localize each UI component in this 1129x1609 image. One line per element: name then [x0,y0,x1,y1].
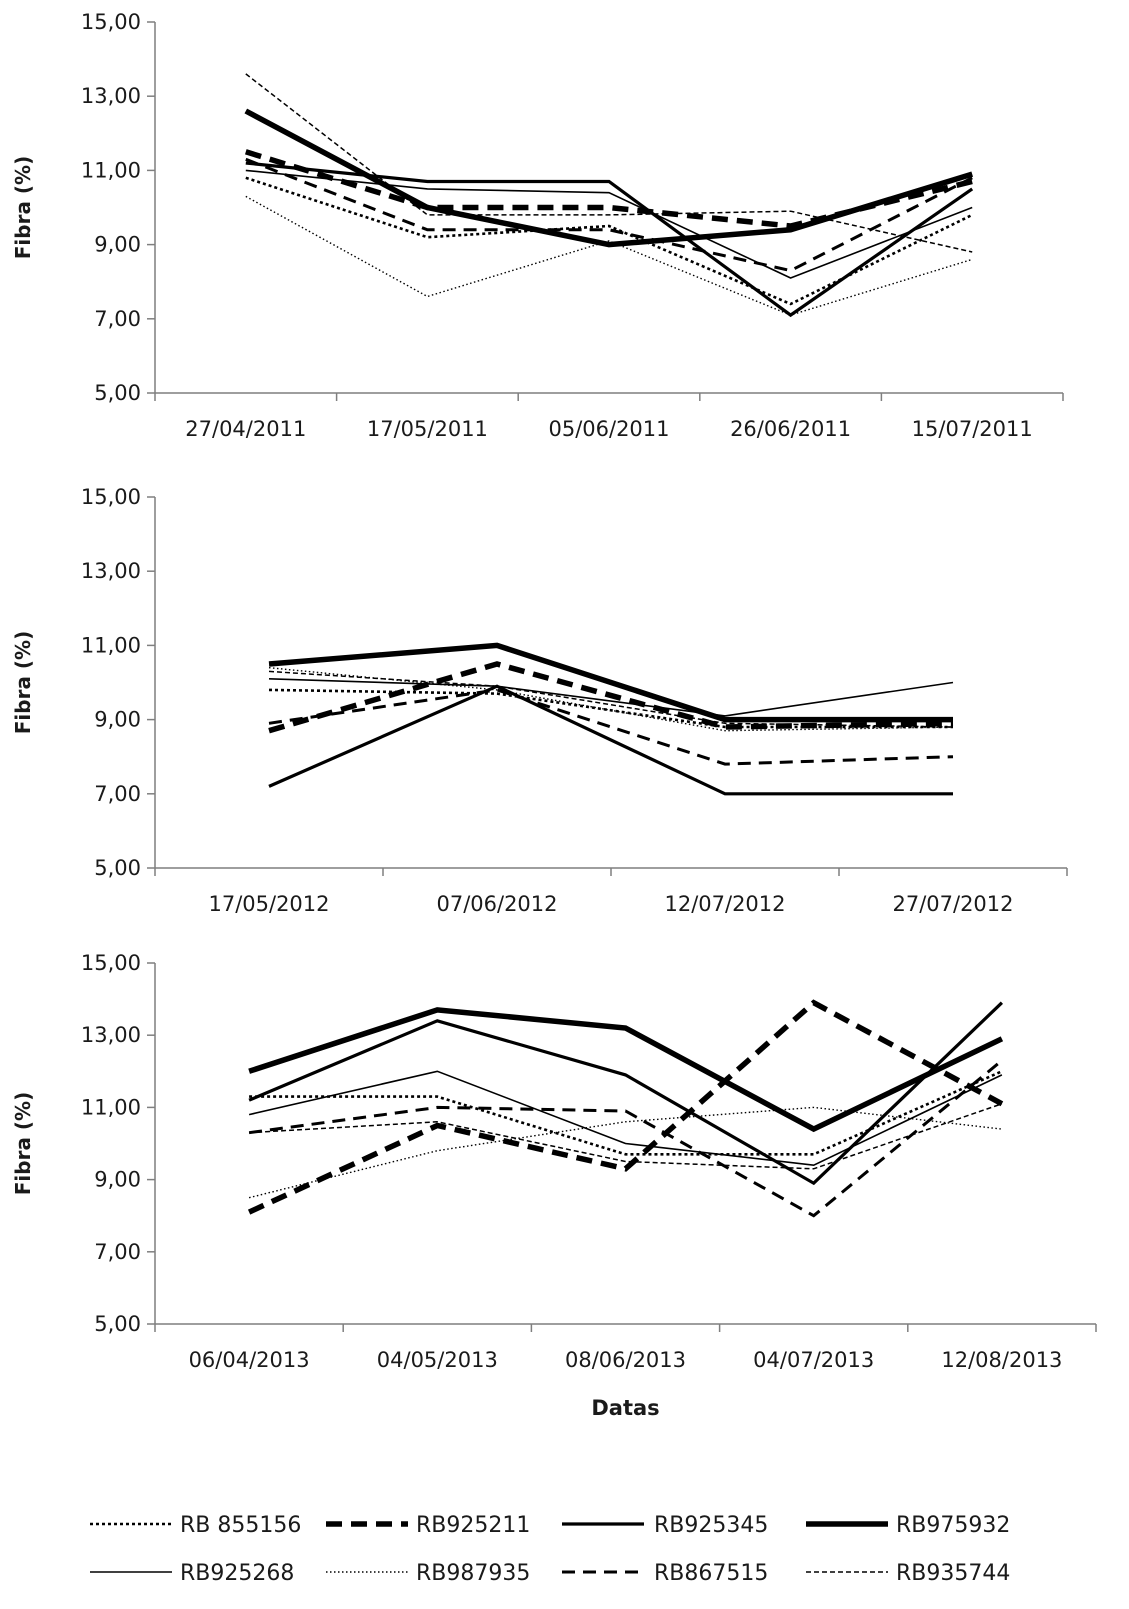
x-tick-label: 07/06/2012 [436,892,557,916]
x-tick-label: 08/06/2013 [565,1348,686,1372]
series-line-rb925268 [248,1070,1003,1167]
y-tick-label: 11,00 [81,158,141,182]
series-line-rb867515 [268,688,954,766]
x-tick-label: 12/08/2013 [941,1348,1062,1372]
legend-label: RB925345 [654,1513,768,1538]
series-line-rb925345 [268,684,953,796]
chart-panel-1: 5,00 7,00 9,00 11,00 13,00 15,00 27/04/2011 17/… [11,10,1064,441]
legend-label: RB925268 [180,1561,294,1586]
series-line-rb987935 [245,195,973,316]
series-line-rb925211 [244,149,973,229]
legend-label: RB 855156 [180,1513,301,1538]
legend-label: RB925211 [416,1513,530,1538]
series-line-rb975932 [268,642,953,723]
x-tick-label: 17/05/2011 [367,417,488,441]
y-tick-label: 9,00 [94,233,141,257]
y-axis-label: Fibra (%) [11,631,35,734]
series-line-rb867515 [245,157,973,273]
y-tick-label: 9,00 [94,1168,141,1192]
legend-label: RB975932 [896,1513,1010,1538]
series-line-rb987935 [268,667,954,732]
y-tick-label: 13,00 [81,1023,141,1047]
series-line-rb925268 [245,169,973,279]
x-tick-label: 15/07/2011 [912,417,1033,441]
y-tick-label: 15,00 [81,951,141,975]
y-tick-label: 11,00 [81,1095,141,1119]
y-tick-label: 15,00 [81,485,141,509]
legend-label: RB935744 [896,1561,1010,1586]
series-line-rb925345 [248,1001,1004,1186]
series-line-rb935744 [268,670,954,728]
y-tick-label: 9,00 [94,708,141,732]
y-tick-label: 15,00 [81,10,141,34]
y-tick-label: 5,00 [94,1312,141,1336]
y-axis-label: Fibra (%) [11,156,35,259]
series-line-rb935744 [245,73,973,253]
x-tick-label: 26/06/2011 [730,417,851,441]
series-line-rb987935 [248,1106,1002,1199]
series-line-rb855156 [249,1070,1003,1156]
series-line-rb867515 [248,1059,1003,1218]
chart-panel-2: 5,00 7,00 9,00 11,00 13,00 15,00 17/05/2012 07/… [11,485,1068,916]
series-line-rb975932 [244,108,974,248]
legend-label: RB867515 [654,1561,768,1586]
y-axis-label: Fibra (%) [11,1092,35,1195]
series-line-rb975932 [248,1007,1004,1133]
legend: RB 855156 RB925211 RB925345 RB975932 RB92526… [90,1513,1010,1586]
x-tick-label: 27/04/2011 [185,417,306,441]
y-tick-label: 13,00 [81,84,141,108]
y-tick-label: 5,00 [94,856,141,880]
series-line-rb935744 [249,1103,1003,1170]
series-line-rb925211 [268,661,954,734]
x-tick-label: 04/07/2013 [753,1348,874,1372]
x-tick-label: 05/06/2011 [548,417,669,441]
y-tick-label: 7,00 [94,307,141,331]
y-tick-label: 5,00 [94,381,141,405]
y-tick-label: 11,00 [81,633,141,657]
x-tick-label: 27/07/2012 [892,892,1013,916]
x-tick-label: 17/05/2012 [208,892,329,916]
legend-label: RB987935 [416,1561,530,1586]
y-tick-label: 13,00 [81,559,141,583]
y-tick-label: 7,00 [94,1240,141,1264]
x-tick-label: 12/07/2012 [664,892,785,916]
series-line-rb925211 [247,999,1004,1215]
series-line-rb925268 [268,678,954,717]
x-tick-label: 04/05/2013 [377,1348,498,1372]
y-tick-label: 7,00 [94,782,141,806]
x-axis-label: Datas [591,1396,659,1420]
chart-panel-3: 5,00 7,00 9,00 11,00 13,00 15,00 06/04/2013 04/… [11,951,1097,1420]
x-tick-label: 06/04/2013 [189,1348,310,1372]
